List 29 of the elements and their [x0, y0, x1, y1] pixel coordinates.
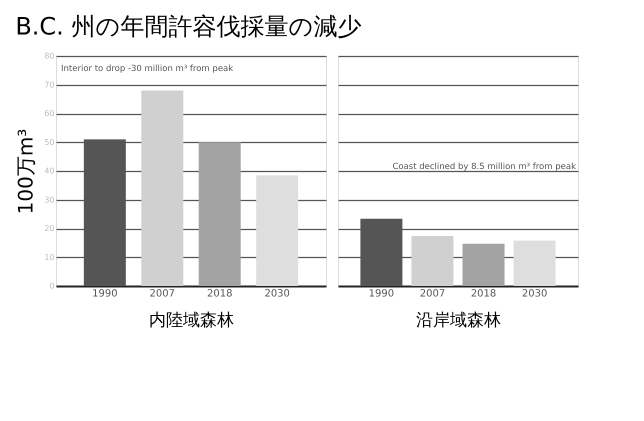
y-tick-label: 40 [44, 166, 54, 176]
y-tick-label: 70 [44, 80, 54, 90]
bar [462, 244, 505, 286]
y-tick-label: 0 [49, 282, 54, 290]
annotation: Coast declined by 8.5 million m³ from peak [392, 162, 576, 172]
x-tick-label: 2030 [522, 288, 548, 300]
annotation: Interior to drop -30 million m³ from peak [61, 64, 234, 74]
bar [198, 142, 241, 286]
x-tick-label: 2018 [470, 288, 496, 300]
y-tick-label: 20 [44, 224, 54, 233]
x-tick-label: 1990 [92, 288, 118, 300]
y-tick-label: 80 [44, 52, 54, 60]
bar [411, 236, 454, 286]
y-tick-label: 10 [44, 252, 54, 262]
y-tick-label: 60 [44, 109, 54, 118]
x-tick-label: 1990 [368, 288, 394, 300]
y-tick-label: 30 [44, 195, 54, 204]
y-tick-label: 50 [44, 138, 54, 147]
x-axis-title: 内陸域森林 [149, 310, 234, 330]
bar [514, 240, 556, 286]
x-tick-label: 2007 [420, 288, 446, 300]
bar [256, 175, 298, 286]
x-tick-label: 2030 [264, 288, 290, 300]
x-tick-label: 2018 [206, 288, 232, 300]
x-axis-title: 沿岸域森林 [416, 310, 501, 330]
chart-title: B.C. 州の年間許容伐採量の減少 [15, 12, 362, 40]
y-axis-title: 100万m³ [13, 128, 38, 214]
bar [141, 90, 184, 286]
x-tick-label: 2007 [150, 288, 176, 300]
